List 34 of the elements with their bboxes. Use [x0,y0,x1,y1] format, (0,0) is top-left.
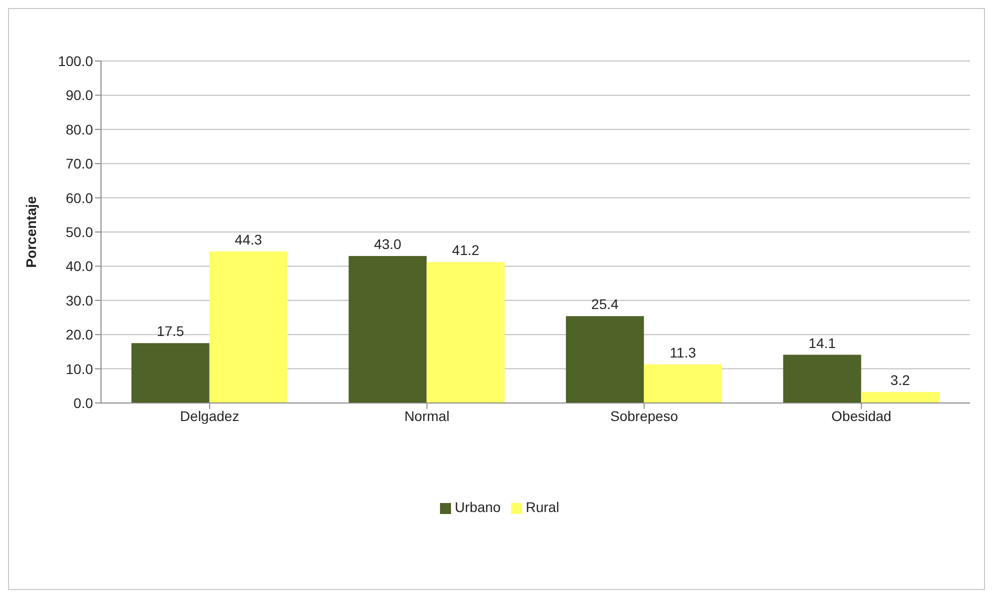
bar [566,316,644,403]
x-tick-label: Delgadez [180,408,240,424]
bar [426,262,505,403]
y-tick-label: 0.0 [74,394,94,411]
y-tick-label: 20.0 [66,326,94,343]
x-tick-label: Sobrepeso [610,408,678,424]
data-label: 14.1 [808,334,836,351]
y-tick-label: 40.0 [66,258,94,274]
y-tick-label: 100.0 [58,52,94,69]
data-label: 25.4 [591,296,619,312]
bar [131,343,210,403]
bar [783,354,862,403]
bar [644,364,722,403]
y-tick-label: 90.0 [66,87,94,104]
y-tick-label: 60.0 [66,190,94,206]
legend-label: Urbano [454,499,501,515]
data-label: 44.3 [234,231,262,248]
data-label: 11.3 [670,344,696,360]
data-label: 3.2 [890,372,910,388]
data-label: 43.0 [374,236,402,252]
x-tick-label: Obesidad [831,408,892,424]
data-label: 17.5 [156,323,184,340]
x-tick-label: Normal [404,408,450,424]
y-tick-label: 50.0 [66,224,94,240]
y-tick-label: 80.0 [66,121,94,138]
y-tick-label: 30.0 [66,292,94,308]
bar [861,392,940,403]
y-tick-label: 10.0 [66,360,94,377]
legend-label: Rural [526,499,560,515]
bar [209,251,288,403]
y-tick-label: 70.0 [66,156,94,172]
data-label: 41.2 [452,242,480,258]
bar [348,256,427,403]
y-axis-title: Porcentaje [22,196,39,268]
